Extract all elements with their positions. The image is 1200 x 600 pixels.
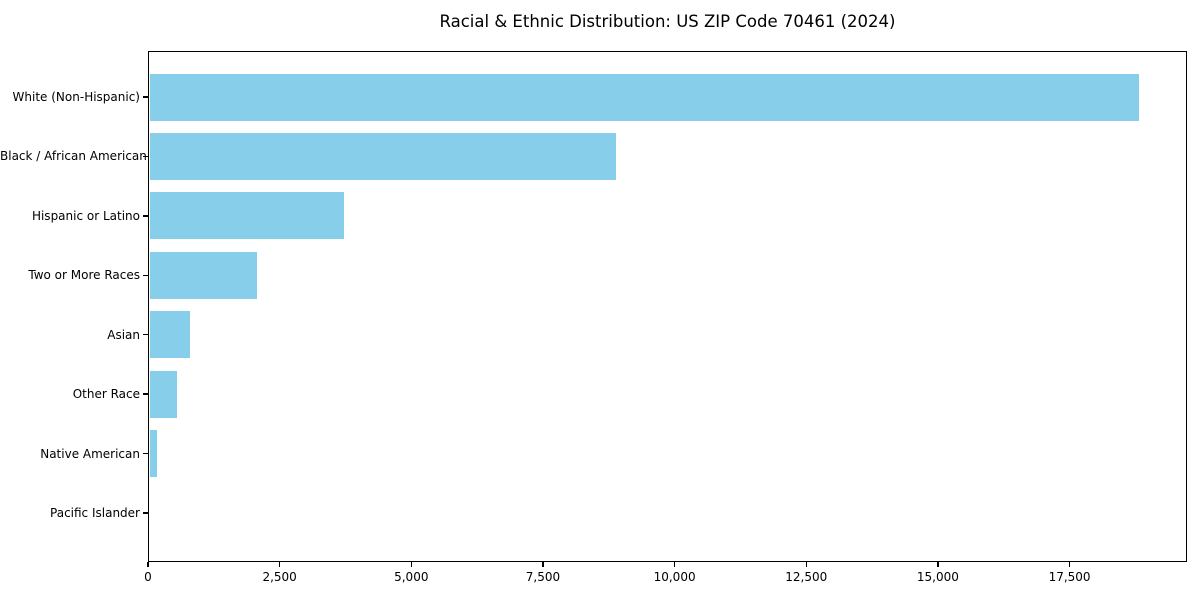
category-label: Other Race xyxy=(72,387,140,402)
category-label: Pacific Islander xyxy=(50,506,140,520)
x-tick-label: 7,500 xyxy=(525,570,561,584)
y-tick-mark xyxy=(143,274,148,277)
category-label: Hispanic or Latino xyxy=(31,208,140,223)
x-tick-mark xyxy=(410,562,413,567)
bar-black-african-american xyxy=(149,132,616,180)
y-tick-mark xyxy=(143,155,148,158)
category-label: Two or More Races xyxy=(28,268,140,283)
chart-title: Racial & Ethnic Distribution: US ZIP Cod… xyxy=(439,12,896,31)
x-tick-label: 17,500 xyxy=(1048,570,1091,584)
bar-hispanic-or-latino xyxy=(149,192,344,240)
y-tick-mark xyxy=(143,452,148,455)
bar-asian xyxy=(149,311,190,359)
bar-other-race xyxy=(149,370,178,418)
x-tick-label: 0 xyxy=(144,570,152,584)
x-tick-mark xyxy=(673,562,676,567)
y-tick-mark xyxy=(143,393,148,395)
x-tick-mark xyxy=(278,562,281,567)
x-tick-label: 15,000 xyxy=(916,570,959,584)
bar-native-american xyxy=(149,430,157,478)
x-tick-mark xyxy=(805,562,807,567)
y-tick-mark xyxy=(143,215,148,217)
category-label: Black / African American xyxy=(0,149,147,164)
category-label: Native American xyxy=(40,446,140,461)
x-tick-mark xyxy=(542,562,544,567)
x-tick-mark xyxy=(937,562,939,567)
x-tick-label: 12,500 xyxy=(785,570,828,584)
x-tick-mark xyxy=(147,562,149,567)
plot-area xyxy=(148,51,1187,562)
y-tick-mark xyxy=(143,512,148,514)
x-tick-label: 5,000 xyxy=(394,570,429,584)
bar-white-non-hispanic xyxy=(149,73,1139,121)
bar-two-or-more-races xyxy=(149,251,257,299)
category-label: Asian xyxy=(107,327,140,342)
x-tick-label: 2,500 xyxy=(262,570,297,584)
y-tick-mark xyxy=(143,333,148,336)
x-tick-label: 10,000 xyxy=(653,570,696,584)
x-tick-mark xyxy=(1068,562,1071,567)
category-label: White (Non-Hispanic) xyxy=(12,90,140,104)
y-tick-mark xyxy=(143,96,148,98)
